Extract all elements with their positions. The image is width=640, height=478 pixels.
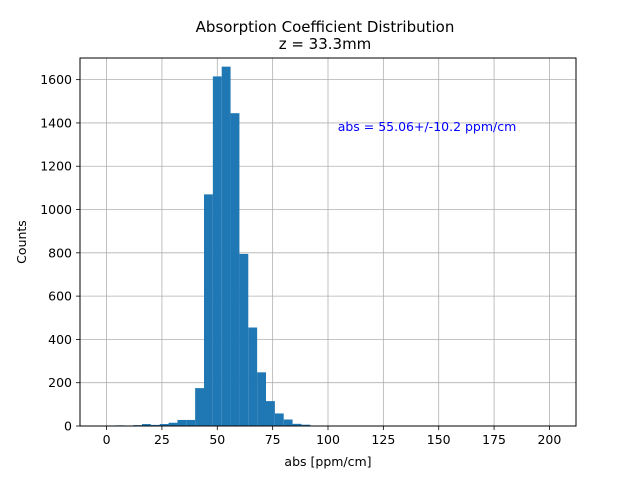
- histogram-bars: [115, 66, 320, 427]
- x-tick-label: 200: [537, 432, 561, 447]
- x-tick-label: 100: [316, 432, 340, 447]
- histogram-bar: [177, 419, 187, 426]
- histogram-bar: [186, 419, 196, 426]
- histogram-bar: [221, 66, 231, 427]
- histogram-bar: [283, 419, 293, 426]
- y-tick-label: 800: [48, 245, 72, 260]
- x-tick-label: 50: [209, 432, 225, 447]
- x-tick-label: 25: [154, 432, 170, 447]
- plot-frame: [79, 57, 577, 427]
- axis-ticks: 0 25 50 75 100 125 150 175 200 0 200 400 600 800 1000 1…: [40, 72, 561, 447]
- histogram-bar: [159, 424, 169, 426]
- histogram-bar: [212, 76, 222, 427]
- y-axis-label: Counts: [14, 220, 29, 264]
- histogram-bar: [204, 194, 213, 426]
- histogram-bar: [301, 424, 311, 426]
- histogram-bar: [292, 423, 302, 426]
- y-tick-label: 200: [48, 375, 72, 390]
- y-tick-label: 1400: [40, 115, 72, 130]
- y-tick-label: 1000: [40, 202, 72, 217]
- histogram-bar: [195, 388, 204, 426]
- histogram-bar: [274, 413, 284, 426]
- histogram-bar: [142, 424, 151, 426]
- histogram-bar: [150, 424, 160, 426]
- x-tick-label: 175: [482, 432, 506, 447]
- y-tick-label: 600: [48, 289, 72, 304]
- abs-annotation: abs = 55.06+/-10.2 ppm/cm: [338, 119, 517, 134]
- y-tick-label: 1200: [40, 159, 72, 174]
- x-tick-label: 75: [265, 432, 281, 447]
- histogram-bar: [239, 253, 249, 426]
- histogram-bar: [266, 401, 275, 426]
- histogram-bar: [230, 113, 240, 426]
- y-tick-label: 400: [48, 332, 72, 347]
- y-tick-label: 0: [64, 419, 72, 434]
- histogram-bar: [257, 372, 266, 426]
- x-tick-label: 0: [103, 432, 111, 447]
- y-tick-label: 1600: [40, 72, 72, 87]
- grid: [80, 58, 576, 427]
- chart-title: Absorption Coefficient Distribution: [196, 18, 455, 36]
- histogram-bar: [168, 422, 178, 426]
- x-tick-label: 125: [371, 432, 395, 447]
- x-axis-label: abs [ppm/cm]: [284, 454, 371, 469]
- chart-subtitle: z = 33.3mm: [279, 35, 372, 53]
- histogram-bar: [248, 327, 258, 426]
- x-tick-label: 150: [427, 432, 451, 447]
